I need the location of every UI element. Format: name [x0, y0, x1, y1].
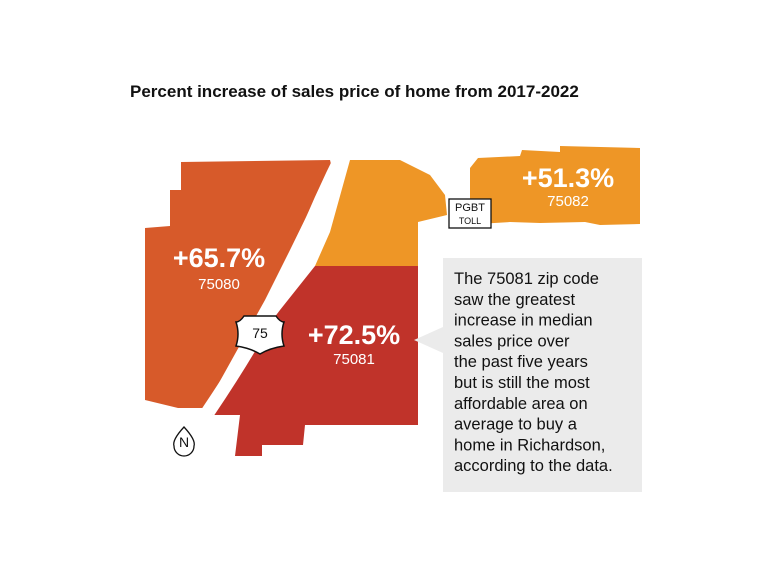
north-marker: [173, 426, 195, 457]
highway: [202, 146, 352, 416]
callout-text: The 75081 zip code saw the greatest increa…: [454, 270, 613, 475]
toll-box: [448, 198, 492, 229]
callout-line: but is still the most: [454, 374, 590, 392]
region-upper: [315, 160, 447, 266]
callout-line: average to buy a: [454, 416, 578, 434]
change-label: +65.7%: [173, 243, 265, 273]
callout-box: [414, 258, 642, 492]
callout-line: saw the greatest: [454, 291, 575, 309]
callout-line: affordable area on: [454, 395, 588, 413]
callout-line: sales price over: [454, 332, 570, 350]
title: Percent increase of sales price of home …: [130, 82, 579, 101]
highway-shield: [234, 315, 286, 355]
region-75081: [212, 266, 418, 456]
toll-name: PGBT: [455, 202, 485, 214]
change-label: +51.3%: [522, 163, 614, 193]
callout-line: according to the data.: [454, 457, 613, 475]
highway-label: 75: [252, 325, 268, 341]
north-label: N: [179, 434, 189, 450]
callout-line: the past five years: [454, 353, 588, 371]
region-75082: [470, 146, 640, 225]
toll-kind: TOLL: [459, 216, 481, 226]
callout-line: home in Richardson,: [454, 436, 605, 454]
callout-line: The 75081 zip code: [454, 270, 599, 288]
change-label: +72.5%: [308, 320, 400, 350]
zip-label: 75080: [198, 276, 240, 293]
callout-line: increase in median: [454, 312, 593, 330]
region-75080: [145, 160, 332, 408]
zip-label: 75082: [547, 193, 589, 210]
zip-label: 75081: [333, 351, 375, 368]
